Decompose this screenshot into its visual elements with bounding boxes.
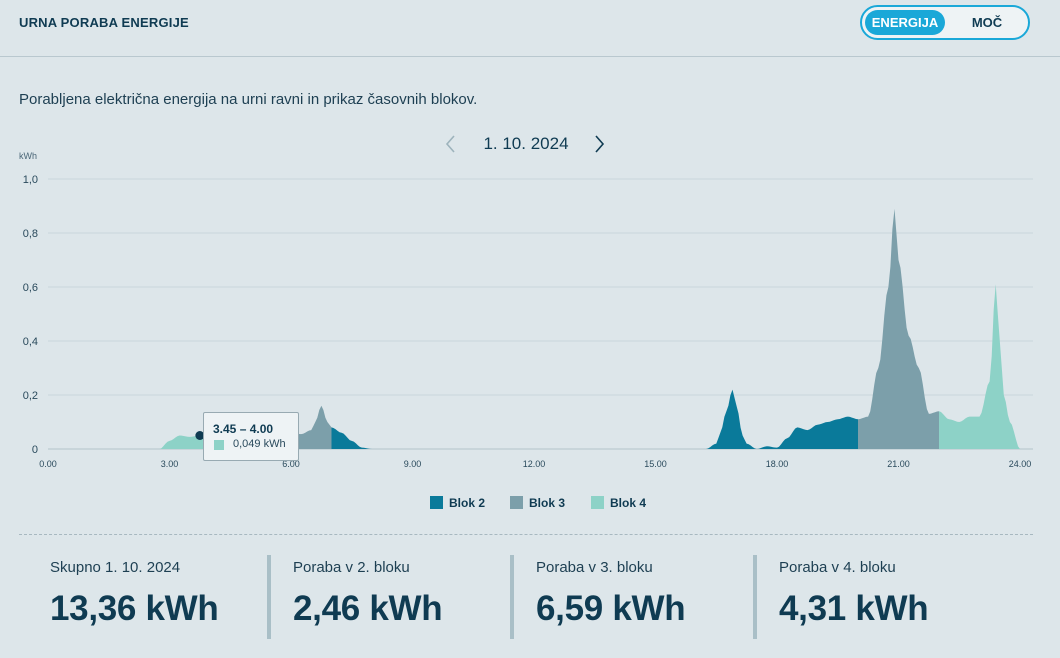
energy-chart: kWh 0 0,2 0,4 0,6 0,8 1,0 0.00 3.00 6.00 9.00 12.… xyxy=(19,151,1033,469)
current-date: 1. 10. 2024 xyxy=(483,134,569,153)
stat-divider xyxy=(267,555,271,639)
chart-tooltip: 3.45 – 4.00 0,049 kWh xyxy=(203,412,299,461)
stat-divider xyxy=(753,555,757,639)
x-tick-label: 24.00 xyxy=(1009,459,1032,469)
stat-divider xyxy=(510,555,514,639)
toggle-energija[interactable]: ENERGIJA xyxy=(865,10,945,35)
chart-description: Porabljena električna energija na urni r… xyxy=(19,91,478,108)
stat-total: Skupno 1. 10. 2024 13,36 kWh xyxy=(19,555,259,639)
x-tick-label: 12.00 xyxy=(523,459,546,469)
hover-marker xyxy=(195,431,205,440)
legend-item-blok2[interactable]: Blok 2 xyxy=(430,496,485,510)
y-tick-label: 0,8 xyxy=(23,228,38,240)
stat-value: 6,59 kWh xyxy=(536,589,686,628)
x-tick-label: 9.00 xyxy=(404,459,422,469)
stat-value: 13,36 kWh xyxy=(50,589,219,628)
tooltip-time: 3.45 – 4.00 xyxy=(213,422,274,436)
tooltip-value: 0,049 kWh xyxy=(233,438,286,450)
stat-label: Poraba v 4. bloku xyxy=(779,559,896,576)
legend-swatch xyxy=(591,496,604,509)
page-header: URNA PORABA ENERGIJE ENERGIJA MOČ xyxy=(0,0,1060,57)
divider xyxy=(19,534,1033,535)
y-tick-label: 0,4 xyxy=(23,336,38,348)
y-tick-label: 1,0 xyxy=(23,174,38,186)
stat-blok4: Poraba v 4. bloku 4,31 kWh xyxy=(753,555,993,639)
legend-label: Blok 4 xyxy=(610,496,647,510)
energy-power-toggle[interactable]: ENERGIJA MOČ xyxy=(860,5,1030,40)
legend-swatch xyxy=(510,496,523,509)
legend-swatch xyxy=(430,496,443,509)
y-tick-label: 0,2 xyxy=(23,390,38,402)
x-tick-label: 6.00 xyxy=(282,459,300,469)
stat-value: 2,46 kWh xyxy=(293,589,443,628)
area-blok-4 xyxy=(939,284,1020,449)
stat-label: Poraba v 2. bloku xyxy=(293,559,410,576)
legend-item-blok4[interactable]: Blok 4 xyxy=(591,496,646,510)
legend-item-blok3[interactable]: Blok 3 xyxy=(510,496,565,510)
area-blok-2 xyxy=(331,427,615,449)
area-blok-3 xyxy=(858,208,939,449)
chevron-left-icon[interactable] xyxy=(440,132,462,156)
x-tick-label: 15.00 xyxy=(644,459,667,469)
page-title: URNA PORABA ENERGIJE xyxy=(19,15,189,30)
area-blok-3 xyxy=(291,405,332,449)
toggle-moc[interactable]: MOČ xyxy=(971,15,1003,30)
legend-label: Blok 2 xyxy=(449,496,486,510)
tooltip-swatch xyxy=(214,440,224,450)
area-blok-2 xyxy=(696,389,858,449)
x-tick-label: 21.00 xyxy=(887,459,910,469)
stat-blok2: Poraba v 2. bloku 2,46 kWh xyxy=(267,555,507,639)
x-tick-label: 18.00 xyxy=(766,459,789,469)
stat-label: Skupno 1. 10. 2024 xyxy=(50,559,181,576)
y-tick-label: 0,6 xyxy=(23,282,38,294)
chevron-right-icon[interactable] xyxy=(589,132,611,156)
x-tick-label: 3.00 xyxy=(161,459,179,469)
date-navigator: 1. 10. 2024 xyxy=(440,130,620,158)
stat-value: 4,31 kWh xyxy=(779,589,929,628)
legend-label: Blok 3 xyxy=(529,496,566,510)
y-tick-label: 0 xyxy=(32,444,38,456)
y-axis-unit: kWh xyxy=(19,151,37,161)
stat-label: Poraba v 3. bloku xyxy=(536,559,653,576)
stat-blok3: Poraba v 3. bloku 6,59 kWh xyxy=(510,555,750,639)
x-tick-label: 0.00 xyxy=(39,459,57,469)
